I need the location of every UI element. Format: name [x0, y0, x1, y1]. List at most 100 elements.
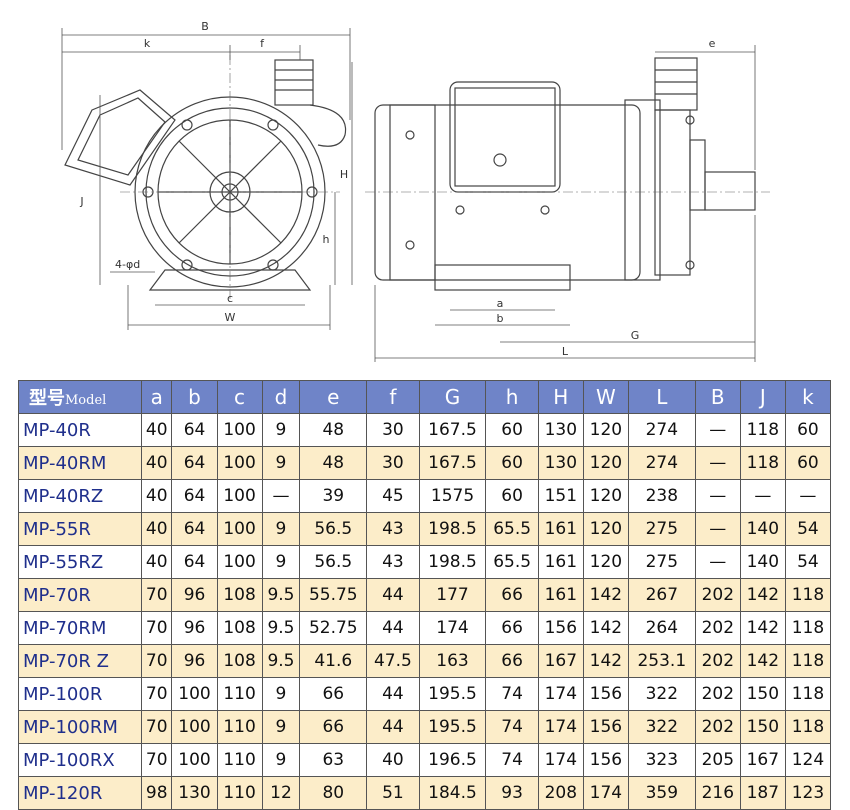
value-cell: 9: [261, 545, 301, 579]
value-cell: 40: [140, 479, 173, 513]
value-cell: 9.5: [261, 611, 301, 645]
drawing: B k f e H J h 4-φd c W a b G L: [61, 20, 770, 362]
value-cell: 12: [261, 776, 301, 810]
value-cell: 9: [261, 743, 301, 777]
value-cell: 267: [627, 578, 696, 612]
column-header: L: [627, 380, 696, 414]
value-cell: 100: [216, 512, 263, 546]
value-cell: —: [694, 413, 741, 447]
table-row: MP-100RX 70 100 110 9 63 40 196.5 74 174 156 323 205…: [18, 743, 832, 777]
value-cell: 39: [299, 479, 368, 513]
value-cell: 167.5: [418, 413, 487, 447]
dim-label: h: [323, 233, 330, 246]
dim-label: a: [497, 297, 504, 310]
value-cell: 156: [582, 710, 629, 744]
value-cell: 44: [366, 578, 420, 612]
value-cell: 9: [261, 512, 301, 546]
value-cell: 167: [537, 644, 584, 678]
value-cell: 275: [627, 512, 696, 546]
value-cell: 323: [627, 743, 696, 777]
value-cell: 41.6: [299, 644, 368, 678]
table-row: MP-55R 40 64 100 9 56.5 43 198.5 65.5 161 120 275—1…: [18, 512, 832, 546]
value-cell: 150: [739, 677, 786, 711]
column-header: G: [418, 380, 487, 414]
dim-label: e: [709, 37, 716, 50]
model-en: Model: [65, 393, 107, 408]
value-cell: 98: [140, 776, 173, 810]
value-cell: 51: [366, 776, 420, 810]
value-cell: 322: [627, 677, 696, 711]
value-cell: 184.5: [418, 776, 487, 810]
value-cell: 110: [216, 776, 263, 810]
value-cell: 60: [485, 479, 539, 513]
value-cell: 60: [784, 413, 832, 447]
value-cell: 198.5: [418, 512, 487, 546]
value-cell: 202: [694, 677, 741, 711]
value-cell: 9: [261, 710, 301, 744]
value-cell: 43: [366, 545, 420, 579]
model-cell: MP-40RZ: [18, 479, 142, 513]
value-cell: 253.1: [627, 644, 696, 678]
value-cell: 274: [627, 413, 696, 447]
value-cell: 216: [694, 776, 741, 810]
table-row: MP-55RZ 40 64 100 9 56.5 43 198.5 65.5 161 120 275—…: [18, 545, 832, 579]
table-row: MP-40RZ 40 64 100—39 45 1575 60 151 120 238— — —: [18, 479, 832, 513]
value-cell: 70: [140, 677, 173, 711]
value-cell: 108: [216, 644, 263, 678]
dim-label: L: [562, 345, 569, 358]
value-cell: 100: [171, 743, 218, 777]
value-cell: 174: [537, 743, 584, 777]
value-cell: 161: [537, 545, 584, 579]
value-cell: 44: [366, 710, 420, 744]
dim-label: J: [79, 195, 83, 208]
value-cell: 174: [537, 710, 584, 744]
dimensions: [61, 28, 756, 362]
value-cell: 44: [366, 677, 420, 711]
model-cell: MP-100R: [18, 677, 142, 711]
value-cell: 156: [537, 611, 584, 645]
value-cell: 64: [171, 545, 218, 579]
value-cell: 100: [216, 413, 263, 447]
value-cell: 118: [739, 413, 786, 447]
value-cell: 56.5: [299, 545, 368, 579]
dim-label: b: [497, 312, 504, 325]
column-header: k: [784, 380, 832, 414]
model-cell: MP-55R: [18, 512, 142, 546]
dim-label: 4-φd: [115, 258, 140, 271]
value-cell: 110: [216, 743, 263, 777]
column-header: d: [261, 380, 301, 414]
model-cn: 型号: [29, 388, 65, 409]
value-cell: 208: [537, 776, 584, 810]
model-cell: MP-70R Z: [18, 644, 142, 678]
value-cell: —: [739, 479, 786, 513]
value-cell: 120: [582, 479, 629, 513]
value-cell: 264: [627, 611, 696, 645]
value-cell: 65.5: [485, 545, 539, 579]
dim-label: k: [144, 37, 151, 50]
column-header: h: [485, 380, 539, 414]
value-cell: 80: [299, 776, 368, 810]
value-cell: 9: [261, 677, 301, 711]
dim-label: H: [340, 168, 348, 181]
value-cell: 93: [485, 776, 539, 810]
value-cell: 142: [739, 611, 786, 645]
value-cell: 48: [299, 413, 368, 447]
value-cell: 55.75: [299, 578, 368, 612]
value-cell: 202: [694, 578, 741, 612]
dim-label: W: [225, 311, 236, 324]
value-cell: 174: [582, 776, 629, 810]
value-cell: 205: [694, 743, 741, 777]
value-cell: 202: [694, 644, 741, 678]
dim-label: f: [260, 37, 265, 50]
column-header: J: [739, 380, 786, 414]
model-header: 型号Model: [18, 380, 142, 414]
value-cell: 120: [582, 413, 629, 447]
value-cell: 74: [485, 710, 539, 744]
value-cell: 140: [739, 545, 786, 579]
value-cell: —: [784, 479, 832, 513]
table-row: MP-120R 98 130 110 12 80 51 184.5 93 208 174 359 216…: [18, 776, 832, 810]
value-cell: 142: [739, 644, 786, 678]
value-cell: 120: [582, 446, 629, 480]
